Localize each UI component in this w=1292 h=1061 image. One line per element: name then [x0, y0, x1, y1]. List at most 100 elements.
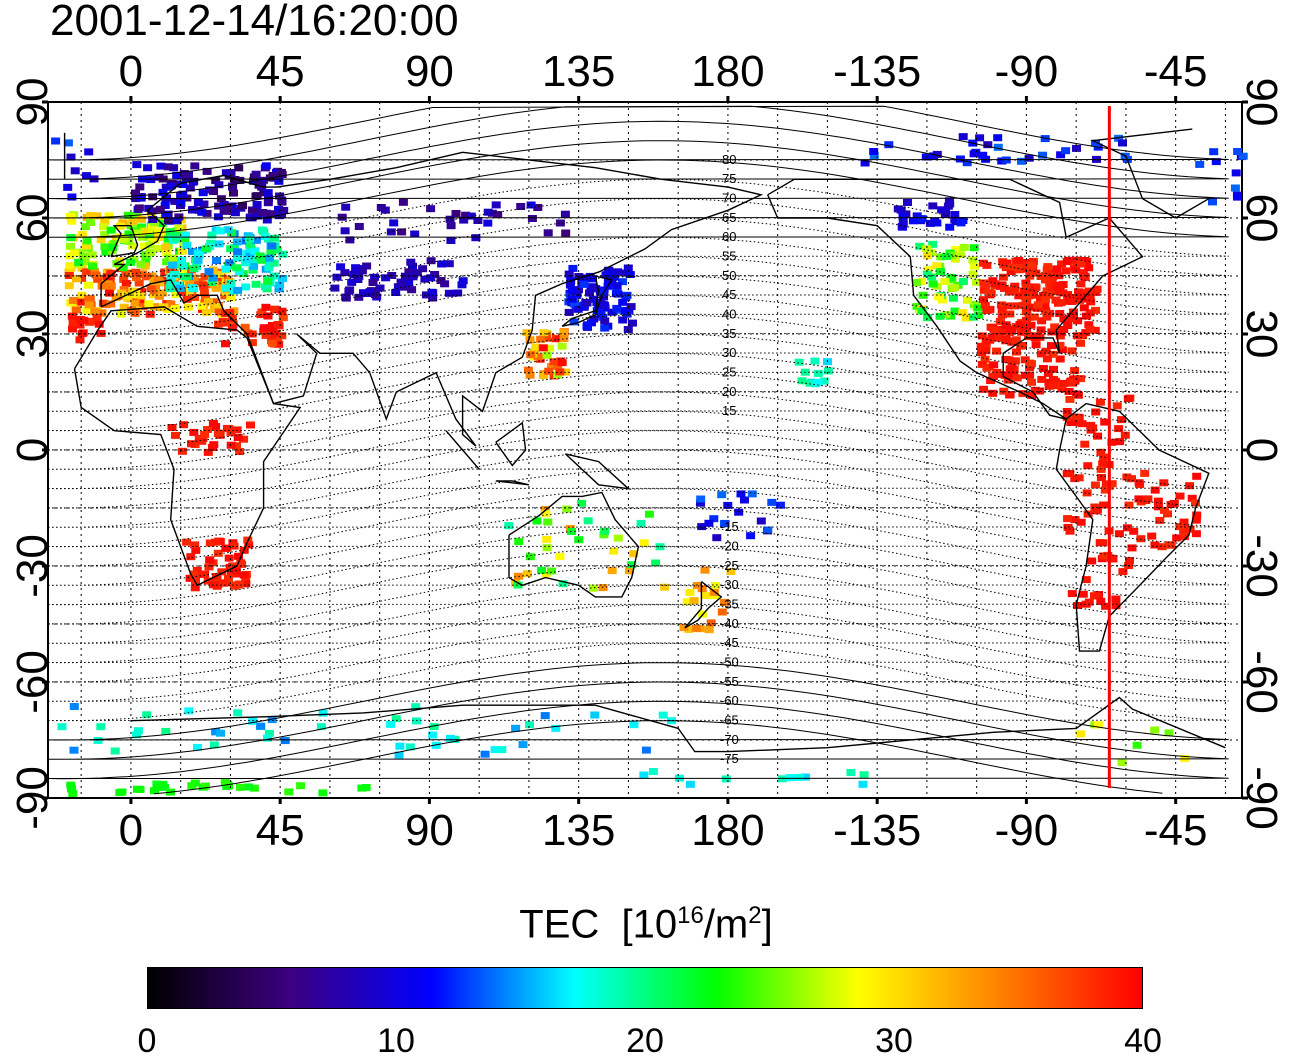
tec-observation — [263, 278, 273, 286]
tec-observation — [229, 189, 238, 197]
tec-observation — [1040, 302, 1050, 310]
mag-latitude-contour — [154, 720, 1163, 795]
tec-observation — [445, 215, 455, 223]
tec-observation — [274, 285, 284, 293]
tec-observation — [1021, 279, 1031, 287]
tec-observation — [133, 229, 143, 237]
tec-observation — [109, 240, 119, 248]
tec-observation — [1084, 321, 1094, 329]
colorbar-tick: 20 — [626, 1022, 664, 1060]
mag-latitude-contour — [47, 120, 1229, 200]
tec-observation — [97, 309, 106, 317]
tec-observation — [203, 426, 212, 433]
tec-observation — [269, 272, 279, 280]
tec-observation — [84, 295, 94, 303]
tec-observation — [1004, 356, 1014, 364]
tec-observation — [544, 367, 554, 375]
tec-observation — [1118, 139, 1127, 147]
tec-observation — [251, 236, 261, 244]
tec-observation — [145, 249, 155, 256]
tec-observation — [218, 579, 228, 587]
tec-observation — [145, 310, 155, 318]
tec-observation — [270, 330, 280, 337]
tec-observation — [897, 222, 907, 230]
tec-observation — [264, 254, 274, 262]
tec-observation — [963, 296, 972, 304]
tec-observation — [547, 567, 557, 575]
tec-observation — [202, 209, 212, 217]
tec-observation — [985, 289, 995, 296]
tec-observation — [941, 311, 951, 319]
tec-observation — [1076, 375, 1085, 383]
tec-observation — [171, 291, 181, 298]
tec-observation — [66, 242, 75, 250]
contour-label: -25 — [720, 558, 739, 573]
tec-observation — [221, 169, 231, 177]
tec-observation — [567, 295, 577, 303]
tec-observation — [209, 741, 219, 749]
tec-observation — [453, 289, 463, 297]
tec-observation — [278, 275, 288, 283]
tec-observation — [386, 228, 396, 236]
tec-observation — [1067, 590, 1077, 598]
tec-observation — [166, 182, 176, 190]
tec-observation — [233, 434, 243, 442]
tec-observation — [533, 353, 543, 361]
tec-observation — [1087, 557, 1097, 565]
tec-observation — [238, 202, 247, 210]
tec-observation — [915, 242, 925, 250]
tec-observation — [561, 229, 571, 237]
tec-observation — [267, 210, 277, 218]
tec-observation — [139, 242, 149, 250]
tec-observation — [220, 778, 230, 786]
tec-observation — [1027, 378, 1036, 386]
tec-observation — [69, 703, 79, 710]
tec-observation — [533, 204, 543, 211]
tec-observation — [199, 200, 209, 208]
tec-observation — [391, 715, 401, 723]
tec-observation — [1159, 479, 1169, 487]
tec-observation — [1071, 266, 1081, 274]
mag-latitude-contour — [47, 105, 1229, 161]
contour-label: 65 — [722, 210, 736, 225]
tec-observation — [540, 712, 550, 720]
tec-observation — [985, 336, 995, 344]
tec-observation — [599, 531, 609, 539]
tec-observation — [813, 369, 823, 377]
tec-observation — [119, 303, 129, 311]
tec-observation — [126, 306, 136, 314]
tec-observation — [1140, 469, 1150, 477]
tec-observation — [203, 298, 213, 306]
tec-observation — [257, 308, 267, 316]
tec-observation — [110, 747, 120, 755]
tec-observation — [128, 242, 138, 250]
colorbar-tick: 0 — [137, 1022, 157, 1060]
tec-observation — [251, 192, 261, 200]
tec-observation — [977, 360, 987, 368]
tec-observation — [247, 339, 257, 347]
coastline — [561, 275, 613, 327]
tec-observation — [975, 134, 985, 142]
tec-observation — [269, 259, 279, 267]
tec-observation — [794, 358, 804, 366]
tec-observation — [1048, 375, 1058, 383]
tec-observation — [84, 307, 94, 315]
colorbar-unit-exponent: 16 — [677, 902, 704, 929]
tec-observation — [1118, 568, 1128, 576]
tec-observation — [704, 519, 714, 527]
tec-observation — [655, 543, 665, 551]
tec-observation — [84, 281, 93, 289]
tec-observation — [428, 294, 438, 302]
tec-observation — [234, 267, 244, 275]
tec-observation — [526, 351, 536, 359]
tec-observation — [1091, 408, 1101, 416]
tec-observation — [279, 206, 289, 214]
coastline — [110, 225, 139, 258]
tec-observation — [130, 299, 140, 307]
tec-observation — [568, 264, 578, 272]
tec-observation — [1185, 482, 1195, 490]
tec-observation — [1093, 432, 1103, 440]
tec-observation — [600, 317, 610, 325]
contour-label: 50 — [722, 268, 736, 283]
tec-observation — [446, 237, 456, 244]
